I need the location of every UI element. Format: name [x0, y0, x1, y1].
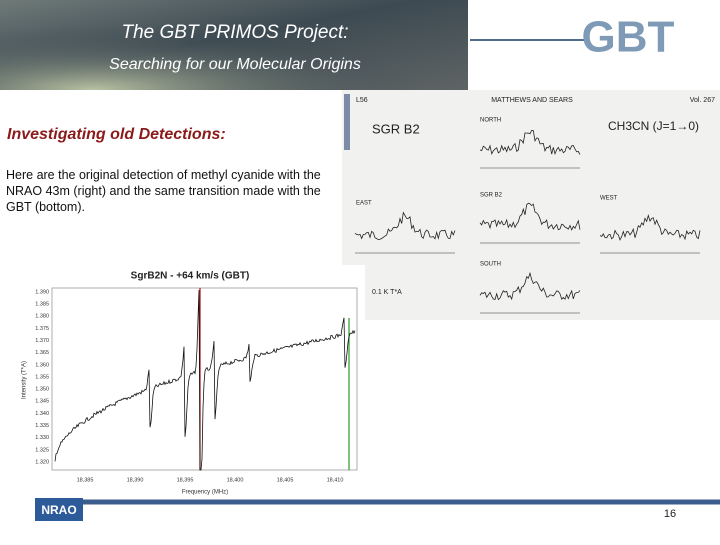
gbt-x-tick-label: 18,400: [227, 477, 244, 483]
gbt-y-tick-label: 1.335: [35, 423, 49, 429]
gbt-x-tick-label: 18,395: [177, 477, 194, 483]
gbt-y-tick-label: 1.385: [35, 302, 49, 308]
gbt-x-label: Frequency (MHz): [182, 490, 228, 496]
gbt-y-tick-label: 1.350: [35, 387, 49, 393]
footer-logo-box: [35, 498, 83, 521]
old-panel-label: WEST: [600, 196, 618, 202]
gbt-y-tick-label: 1.380: [35, 314, 49, 320]
gbt-y-tick-label: 1.365: [35, 350, 49, 356]
spectrum-trace: [479, 271, 581, 301]
old-panel-label: EAST: [356, 201, 372, 207]
section-heading: Investigating old Detections:: [7, 126, 226, 143]
gbt-x-tick-label: 18,410: [327, 477, 344, 483]
gbt-y-tick-label: 1.325: [35, 447, 49, 453]
old-panel-label: NORTH: [480, 118, 501, 124]
spectrum-trace: [599, 214, 701, 241]
gbt-y-tick-label: 1.340: [35, 411, 49, 417]
header-title: The GBT PRIMOS Project:: [122, 22, 349, 43]
gbt-x-tick-label: 18,405: [277, 477, 294, 483]
header-logo: GBT: [582, 13, 675, 62]
old-figure: L56 MATTHEWS AND SEARS Vol. 267 SGR B2 C…: [342, 90, 720, 320]
body-text: Here are the original detection of methy…: [6, 168, 321, 214]
old-volume: Vol. 267: [690, 97, 715, 104]
old-scale-label: 0.1 K T*A: [372, 289, 402, 296]
old-source: SGR B2: [372, 121, 420, 136]
gbt-y-label: Intensity (T*A): [22, 361, 28, 399]
gbt-y-tick-label: 1.345: [35, 399, 49, 405]
gbt-y-tick-label: 1.360: [35, 362, 49, 368]
gbt-y-tick-label: 1.390: [35, 289, 49, 295]
gbt-plot-title: SgrB2N - +64 km/s (GBT): [131, 271, 250, 282]
body-box: Here are the original detection of methy…: [6, 168, 321, 214]
gbt-spectrum: [54, 289, 356, 471]
gbt-plot: SgrB2N - +64 km/s (GBT) Intensity (T*A) …: [15, 265, 365, 500]
old-molecule: CH3CN (J=1→0): [608, 119, 699, 133]
old-running-head: MATTHEWS AND SEARS: [491, 97, 573, 104]
spectrum-trace: [479, 129, 581, 156]
gbt-plot-area: [51, 287, 358, 471]
gbt-y-tick-label: 1.370: [35, 338, 49, 344]
page-number: 16: [664, 508, 676, 520]
gbt-x-tick-label: 18,390: [127, 477, 144, 483]
header-subtitle: Searching for our Molecular Origins: [109, 56, 361, 73]
footer-logo: NRAO: [41, 503, 76, 517]
gbt-y-tick-label: 1.375: [35, 326, 49, 332]
old-page-label: L56: [356, 97, 368, 104]
gbt-y-tick-label: 1.355: [35, 374, 49, 380]
spectrum-trace: [479, 202, 581, 231]
gbt-y-tick-label: 1.320: [35, 459, 49, 465]
gbt-plot-frame: [15, 265, 365, 500]
spectrum-trace: [354, 211, 456, 241]
old-panel-label: SOUTH: [480, 262, 501, 268]
old-panel-label: SGR B2: [480, 193, 503, 199]
gbt-y-tick-label: 1.330: [35, 435, 49, 441]
gbt-x-tick-label: 18,385: [77, 477, 94, 483]
old-figure-tab: [344, 94, 350, 150]
header-glow: [0, 0, 468, 90]
